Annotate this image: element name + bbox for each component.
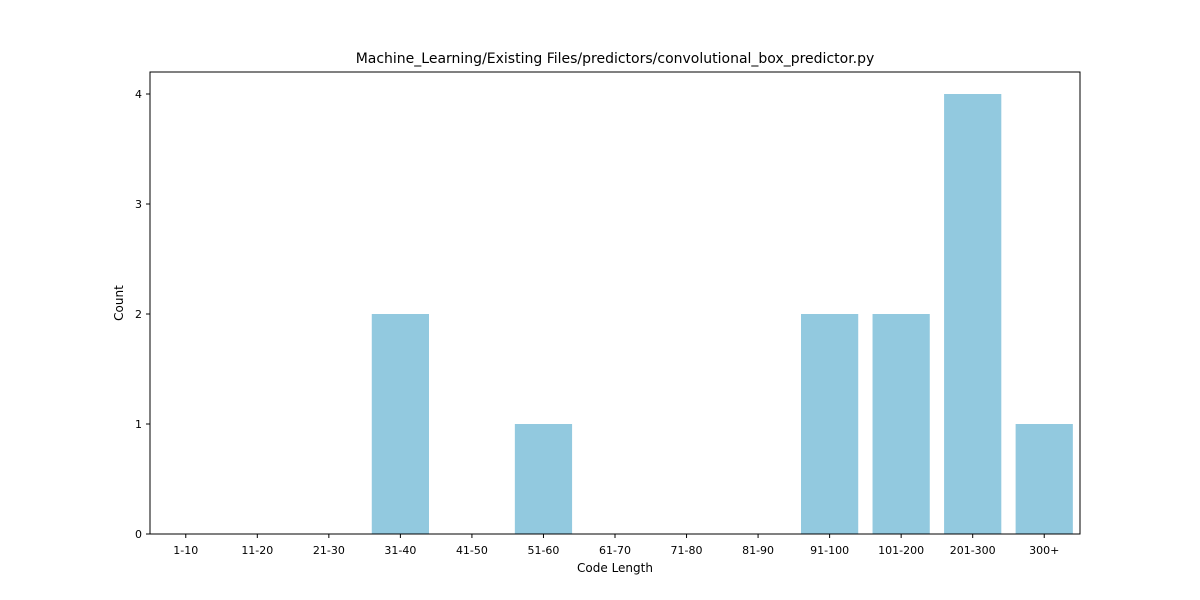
y-tick-label: 4 — [135, 88, 142, 101]
x-tick-label: 201-300 — [950, 544, 996, 557]
bar-300+ — [1015, 424, 1073, 534]
x-tick-label: 61-70 — [599, 544, 631, 557]
bar-31-40 — [371, 314, 429, 534]
chart-title: Machine_Learning/Existing Files/predicto… — [356, 51, 875, 67]
y-tick-label: 2 — [135, 308, 142, 321]
x-tick-label: 300+ — [1029, 544, 1059, 557]
y-tick-label: 3 — [135, 198, 142, 211]
x-tick-label: 21-30 — [313, 544, 345, 557]
x-tick-label: 81-90 — [742, 544, 774, 557]
x-tick-label: 101-200 — [878, 544, 924, 557]
plot-area: 1-10 11-20 21-30 31-40 41-50 51-60 61-70 71-80 8… — [135, 71, 1081, 557]
plot-frame — [149, 71, 1081, 535]
bar-91-100 — [801, 314, 859, 534]
x-tick-label: 51-60 — [527, 544, 559, 557]
y-tick-label: 1 — [135, 418, 142, 431]
x-tick-label: 11-20 — [241, 544, 273, 557]
bars — [371, 94, 1073, 534]
y-axis-ticks: 0 1 2 3 4 — [135, 88, 150, 541]
y-axis-label: Count — [112, 285, 126, 321]
x-axis-ticks: 1-10 11-20 21-30 31-40 41-50 51-60 61-70 71-80 8… — [173, 534, 1059, 557]
x-tick-label: 91-100 — [810, 544, 849, 557]
bar-101-200 — [872, 314, 930, 534]
bar-201-300 — [944, 94, 1002, 534]
x-tick-label: 41-50 — [456, 544, 488, 557]
x-tick-label: 71-80 — [671, 544, 703, 557]
bar-51-60 — [514, 424, 573, 534]
x-axis-label: Code Length — [577, 561, 653, 575]
y-tick-label: 0 — [135, 528, 142, 541]
x-tick-label: 31-40 — [384, 544, 416, 557]
x-tick-label: 1-10 — [173, 544, 198, 557]
